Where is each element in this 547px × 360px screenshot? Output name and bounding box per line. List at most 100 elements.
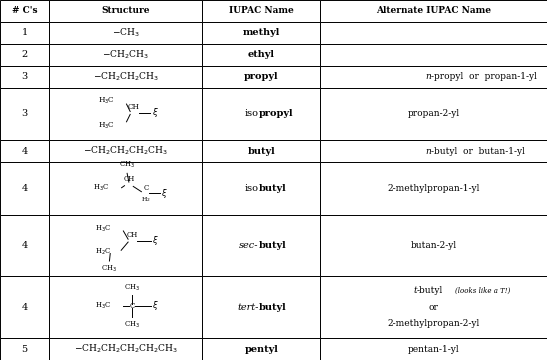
Text: -butyl  or  butan-1-yl: -butyl or butan-1-yl	[431, 147, 525, 156]
Bar	[202, 140, 320, 162]
Text: propan-2-yl: propan-2-yl	[408, 109, 459, 118]
Text: H$_3$C: H$_3$C	[97, 95, 114, 105]
Bar	[0, 44, 49, 66]
Text: CH: CH	[126, 231, 137, 239]
Text: $-$CH$_2$CH$_2$CH$_2$CH$_3$: $-$CH$_2$CH$_2$CH$_2$CH$_3$	[83, 145, 168, 157]
Text: butyl: butyl	[258, 303, 286, 312]
Text: ethyl: ethyl	[248, 50, 275, 59]
Text: propyl: propyl	[258, 109, 293, 118]
Bar	[202, 215, 320, 276]
Text: 4: 4	[21, 147, 28, 156]
Text: H$_2$C: H$_2$C	[95, 247, 112, 257]
Bar	[320, 66, 547, 88]
Bar	[202, 338, 320, 360]
Bar	[320, 162, 547, 215]
Text: butyl: butyl	[247, 147, 275, 156]
Text: Structure: Structure	[102, 6, 150, 15]
Bar	[0, 22, 49, 44]
Bar	[320, 44, 547, 66]
Text: H$_3$C: H$_3$C	[93, 183, 109, 193]
Text: $-$CH$_2$CH$_2$CH$_3$: $-$CH$_2$CH$_2$CH$_3$	[93, 71, 159, 83]
Text: Alternate IUPAC Name: Alternate IUPAC Name	[376, 6, 491, 15]
Bar	[49, 276, 202, 338]
Text: 2: 2	[21, 50, 28, 59]
Text: $\xi$: $\xi$	[152, 299, 159, 312]
Text: n: n	[425, 72, 431, 81]
Text: butyl: butyl	[258, 184, 286, 193]
Text: iso: iso	[245, 184, 258, 193]
Text: (looks like a T!): (looks like a T!)	[455, 287, 511, 294]
Bar	[49, 22, 202, 44]
Bar	[49, 0, 202, 22]
Text: $-$CH$_2$CH$_3$: $-$CH$_2$CH$_3$	[102, 49, 149, 61]
Bar	[202, 0, 320, 22]
Text: butyl: butyl	[258, 241, 286, 250]
Text: propyl: propyl	[244, 72, 278, 81]
Text: $\xi$: $\xi$	[152, 106, 159, 119]
Text: CH: CH	[127, 103, 139, 111]
Text: t: t	[414, 286, 417, 295]
Bar	[49, 162, 202, 215]
Text: C: C	[143, 184, 148, 192]
Bar	[0, 88, 49, 140]
Bar	[320, 0, 547, 22]
Bar	[0, 0, 49, 22]
Bar	[202, 88, 320, 140]
Text: CH$_3$: CH$_3$	[124, 319, 140, 330]
Text: H$_3$C: H$_3$C	[97, 120, 114, 131]
Text: pentyl: pentyl	[245, 345, 278, 354]
Text: H$_3$C: H$_3$C	[95, 301, 112, 311]
Text: 4: 4	[21, 241, 28, 250]
Text: n: n	[425, 147, 431, 156]
Bar	[49, 338, 202, 360]
Bar	[49, 66, 202, 88]
Text: butan-2-yl: butan-2-yl	[410, 241, 457, 250]
Text: IUPAC Name: IUPAC Name	[229, 6, 294, 15]
Bar	[0, 162, 49, 215]
Bar	[202, 66, 320, 88]
Text: CH$_3$: CH$_3$	[119, 160, 135, 170]
Bar	[202, 162, 320, 215]
Bar	[320, 215, 547, 276]
Bar	[0, 338, 49, 360]
Bar	[49, 44, 202, 66]
Text: H$_3$C: H$_3$C	[95, 223, 112, 234]
Text: 4: 4	[21, 184, 28, 193]
Text: CH$_3$: CH$_3$	[101, 264, 118, 274]
Text: pentan-1-yl: pentan-1-yl	[408, 345, 459, 354]
Text: $\xi$: $\xi$	[152, 234, 159, 247]
Text: 3: 3	[21, 72, 28, 81]
Bar	[49, 140, 202, 162]
Bar	[202, 22, 320, 44]
Text: CH: CH	[123, 175, 135, 183]
Text: or: or	[428, 303, 439, 312]
Bar	[320, 22, 547, 44]
Text: 4: 4	[21, 303, 28, 312]
Text: 1: 1	[21, 28, 28, 37]
Text: $\xi$: $\xi$	[161, 186, 168, 200]
Text: 2-methylpropan-2-yl: 2-methylpropan-2-yl	[387, 319, 480, 328]
Bar	[49, 215, 202, 276]
Text: -butyl: -butyl	[417, 286, 443, 295]
Bar	[0, 215, 49, 276]
Bar	[0, 140, 49, 162]
Bar	[320, 338, 547, 360]
Text: CH$_3$: CH$_3$	[124, 282, 140, 293]
Bar	[320, 276, 547, 338]
Text: $-$CH$_2$CH$_2$CH$_2$CH$_2$CH$_3$: $-$CH$_2$CH$_2$CH$_2$CH$_2$CH$_3$	[74, 343, 178, 355]
Bar	[0, 66, 49, 88]
Text: iso: iso	[245, 109, 258, 118]
Text: -propyl  or  propan-1-yl: -propyl or propan-1-yl	[431, 72, 537, 81]
Bar	[320, 88, 547, 140]
Text: $-$CH$_3$: $-$CH$_3$	[112, 27, 139, 39]
Bar	[0, 276, 49, 338]
Bar	[49, 88, 202, 140]
Text: 5: 5	[21, 345, 28, 354]
Text: # C's: # C's	[12, 6, 37, 15]
Bar	[202, 44, 320, 66]
Text: 2-methylpropan-1-yl: 2-methylpropan-1-yl	[387, 184, 480, 193]
Text: H$_2$: H$_2$	[141, 195, 150, 204]
Text: methyl: methyl	[242, 28, 280, 37]
Bar	[202, 276, 320, 338]
Text: C: C	[129, 302, 135, 310]
